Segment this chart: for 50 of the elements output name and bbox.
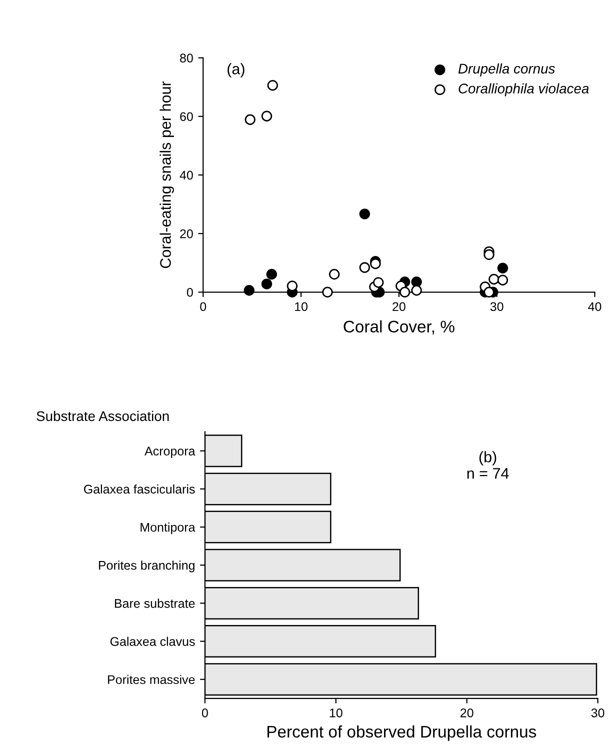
y-tick-label: Galaxea clavus: [110, 636, 195, 646]
point: [266, 268, 278, 280]
point: [267, 80, 278, 91]
point: [261, 278, 272, 290]
point: [261, 110, 272, 122]
point: [370, 258, 381, 270]
point: [322, 286, 333, 298]
y-tick-label: Bare substrate: [114, 598, 195, 608]
point: [488, 274, 500, 285]
y-tick-label: Porites branching: [98, 560, 194, 572]
x-tick-label: 30: [490, 302, 504, 312]
y-tick-label: Montipora: [140, 522, 196, 534]
point: [497, 274, 508, 286]
x-axis-title: Percent of observed Drupella cornus: [268, 725, 536, 741]
y-tick-label: 20: [180, 229, 193, 238]
y-tick-label: 40: [180, 170, 193, 180]
x-tick-label: 0: [202, 708, 208, 718]
legend-label: Coralliophila violacea: [458, 83, 589, 96]
point: [359, 262, 370, 273]
annotation: (b) n = 74: [467, 451, 509, 479]
x-tick-label: 20: [460, 708, 474, 718]
y-tick-label: 60: [180, 112, 193, 122]
y-axis-title: Substrate Association: [36, 410, 169, 422]
point: [497, 262, 508, 274]
point: [328, 268, 340, 280]
y-axis-title: Coral-eating snails per hour: [160, 81, 174, 268]
point: [359, 208, 370, 220]
x-tick-label: 20: [392, 302, 406, 312]
point: [411, 285, 422, 296]
y-tick-label: Galaxea fascicularis: [84, 484, 195, 494]
point: [484, 286, 494, 298]
annotation: (a): [228, 63, 244, 78]
point: [411, 276, 422, 288]
point: [373, 277, 384, 288]
y-tick-label: Acropora: [144, 446, 196, 458]
y-tick-label: 0: [186, 288, 193, 297]
x-tick-label: 10: [330, 708, 342, 718]
x-tick-label: 10: [295, 302, 308, 312]
y-tick-label: 80: [180, 54, 193, 62]
y-tick-label: Porites massive: [108, 674, 195, 684]
x-axis-title: Coral Cover, %: [344, 320, 454, 334]
point: [399, 286, 410, 298]
point: [484, 249, 494, 260]
point: [244, 114, 256, 125]
point: [286, 280, 298, 292]
x-tick-label: 40: [588, 302, 602, 312]
point: [244, 285, 254, 296]
x-tick-label: 0: [200, 302, 206, 312]
legend-label: Drupella cornus: [458, 63, 555, 76]
x-tick-label: 30: [591, 708, 604, 718]
